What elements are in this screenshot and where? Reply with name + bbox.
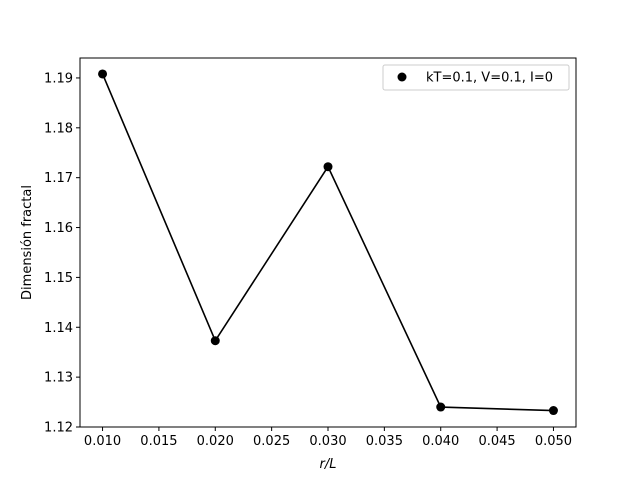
x-axis-label: r/L — [320, 457, 337, 472]
y-tick-label: 1.17 — [44, 171, 73, 186]
y-tick-label: 1.12 — [44, 421, 73, 436]
plot-area — [80, 58, 576, 427]
data-point — [323, 162, 333, 172]
y-axis: 1.12 1.13 1.14 1.15 1.16 1.17 1.18 1.19 — [44, 71, 80, 436]
data-point — [436, 402, 446, 412]
x-tick-label: 0.035 — [366, 434, 403, 449]
y-tick-label: 1.13 — [44, 371, 73, 386]
y-tick-label: 1.18 — [44, 121, 73, 136]
series-layer — [98, 69, 558, 416]
data-point — [98, 69, 108, 79]
legend-box — [382, 64, 570, 91]
x-axis: 0.010 0.015 0.020 0.025 0.030 0.035 0.040 0.045… — [84, 427, 572, 449]
x-tick-label: 0.050 — [535, 434, 572, 449]
y-tick-label: 1.19 — [44, 71, 73, 86]
legend: kT=0.1, V=0.1, I=0 — [382, 64, 570, 91]
y-tick-label: 1.15 — [44, 271, 73, 286]
data-point — [210, 336, 220, 346]
y-tick-label: 1.16 — [44, 221, 73, 236]
x-tick-label: 0.010 — [84, 434, 121, 449]
x-tick-label: 0.030 — [309, 434, 346, 449]
x-tick-label: 0.015 — [140, 434, 177, 449]
legend-marker — [397, 72, 407, 82]
x-tick-label: 0.025 — [253, 434, 290, 449]
y-axis-label: Dimensión fractal — [20, 185, 35, 300]
x-tick-label: 0.020 — [197, 434, 234, 449]
x-tick-label: 0.040 — [422, 434, 459, 449]
legend-label: kT=0.1, V=0.1, I=0 — [426, 71, 553, 86]
y-tick-label: 1.14 — [44, 321, 73, 336]
data-point — [548, 406, 558, 416]
x-tick-label: 0.045 — [478, 434, 515, 449]
